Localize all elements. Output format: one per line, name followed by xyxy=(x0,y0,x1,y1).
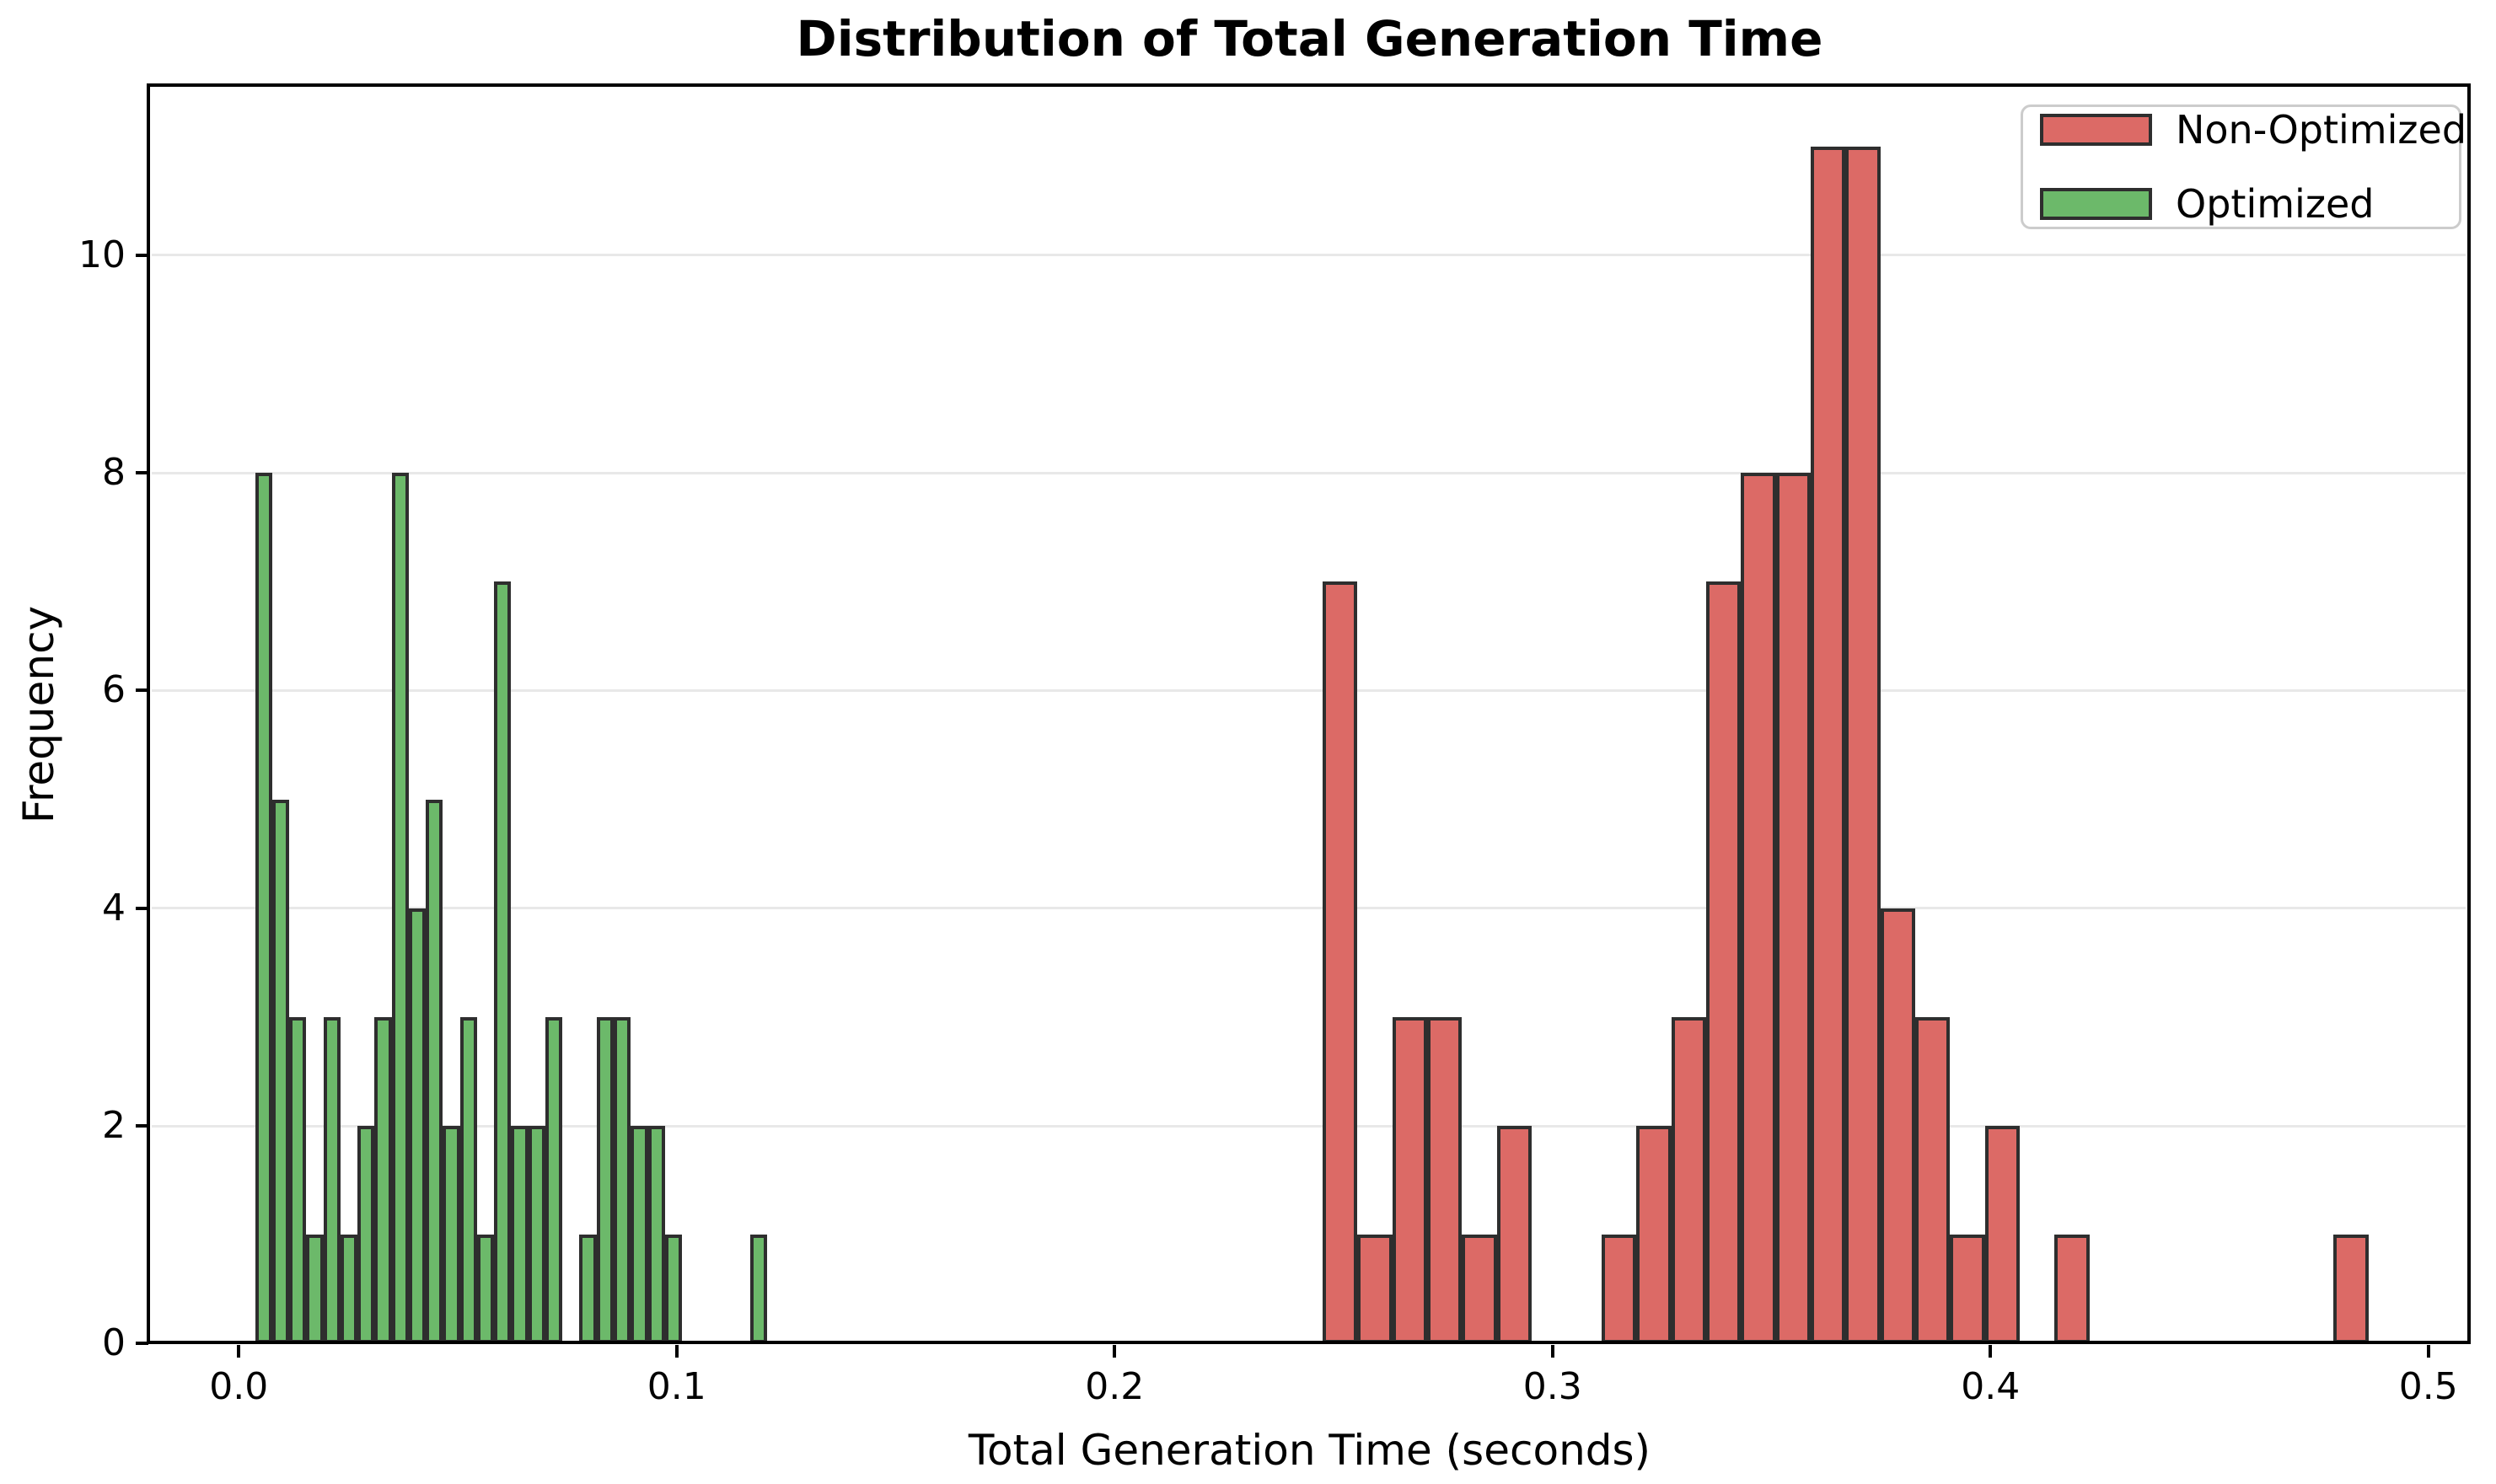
histogram-bar xyxy=(2054,1235,2090,1344)
histogram-bar xyxy=(443,1126,460,1344)
histogram-bar xyxy=(596,1016,614,1344)
x-tick-mark-0.2 xyxy=(1113,1345,1117,1358)
histogram-bar xyxy=(357,1126,375,1344)
histogram-bar xyxy=(1427,1016,1463,1344)
histogram-bar xyxy=(631,1126,648,1344)
histogram-bar xyxy=(1741,473,1776,1344)
histogram-bar xyxy=(323,1016,341,1344)
x-tick-label: 0.1 xyxy=(647,1365,706,1408)
histogram-bar xyxy=(476,1235,495,1344)
gridline-y-10 xyxy=(152,254,2466,257)
gridline-y-4 xyxy=(152,907,2466,910)
gridline-y-6 xyxy=(152,688,2466,692)
x-tick-mark-0.4 xyxy=(1989,1345,1993,1358)
chart-title: Distribution of Total Generation Time xyxy=(796,10,1823,67)
histogram-bar xyxy=(408,908,427,1344)
histogram-bar xyxy=(1323,581,1358,1344)
histogram-bar xyxy=(1357,1235,1393,1344)
histogram-bar xyxy=(1496,1126,1532,1344)
histogram-bar xyxy=(528,1126,545,1344)
histogram-bar xyxy=(1984,1126,2021,1344)
y-tick-label: 10 xyxy=(78,233,126,276)
y-tick-mark-6 xyxy=(136,688,148,693)
y-tick-label: 4 xyxy=(102,886,126,930)
histogram-bar xyxy=(1775,473,1811,1344)
histogram-bar xyxy=(255,473,272,1344)
histogram-bar xyxy=(579,1235,597,1344)
x-tick-label: 0.0 xyxy=(209,1365,269,1408)
gridline-y-8 xyxy=(152,471,2466,474)
histogram-bar xyxy=(1705,581,1742,1344)
y-tick-mark-4 xyxy=(136,906,148,910)
histogram-bar xyxy=(750,1235,768,1344)
x-tick-label: 0.4 xyxy=(1961,1365,2021,1408)
gridline-y-2 xyxy=(152,1124,2466,1128)
y-tick-mark-10 xyxy=(136,253,148,257)
legend-entry-optimized: Optimized xyxy=(2040,181,2459,227)
histogram-bar xyxy=(1950,1235,1985,1344)
y-tick-label: 2 xyxy=(102,1104,126,1147)
legend-label-optimized: Optimized xyxy=(2176,181,2375,227)
histogram-bar xyxy=(306,1235,324,1344)
x-tick-mark-0.3 xyxy=(1550,1345,1554,1358)
histogram-bar xyxy=(2333,1235,2369,1344)
x-tick-label: 0.2 xyxy=(1085,1365,1145,1408)
histogram-bar xyxy=(545,1016,563,1344)
histogram-bar xyxy=(1671,1016,1706,1344)
x-axis-label: Total Generation Time (seconds) xyxy=(968,1426,1651,1475)
x-tick-mark-0.5 xyxy=(2426,1345,2430,1358)
x-tick-label: 0.3 xyxy=(1522,1365,1582,1408)
histogram-bar xyxy=(1810,146,1846,1344)
histogram-bar xyxy=(340,1235,358,1344)
histogram-bar xyxy=(647,1126,665,1344)
legend-swatch-optimized xyxy=(2040,188,2152,220)
histogram-bar xyxy=(1915,1016,1951,1344)
x-tick-mark-0.0 xyxy=(237,1345,241,1358)
histogram-bar xyxy=(1601,1235,1637,1344)
y-tick-mark-0 xyxy=(136,1342,148,1346)
legend: Non-Optimized Optimized xyxy=(2021,104,2466,229)
legend-swatch-non-optimized xyxy=(2040,114,2152,146)
histogram-bar xyxy=(374,1016,392,1344)
histogram-bar xyxy=(613,1016,631,1344)
histogram-bar xyxy=(459,1016,477,1344)
histogram-bar xyxy=(271,799,290,1344)
histogram-bar xyxy=(289,1016,307,1344)
legend-label-non-optimized: Non-Optimized xyxy=(2176,107,2467,153)
y-axis-label: Frequency xyxy=(14,605,63,824)
histogram-bar xyxy=(511,1126,529,1344)
x-tick-mark-0.1 xyxy=(674,1345,679,1358)
histogram-bar xyxy=(1462,1235,1497,1344)
y-tick-mark-8 xyxy=(136,471,148,475)
histogram-bar xyxy=(494,581,512,1344)
histogram-bar xyxy=(426,799,443,1344)
histogram-bar xyxy=(1845,146,1881,1344)
x-tick-label: 0.5 xyxy=(2398,1365,2458,1408)
y-tick-label: 6 xyxy=(102,668,126,712)
histogram-bar xyxy=(1636,1126,1672,1344)
legend-entry-non-optimized: Non-Optimized xyxy=(2040,107,2466,153)
histogram-bar xyxy=(664,1235,683,1344)
y-tick-mark-2 xyxy=(136,1124,148,1128)
histogram-bar xyxy=(1880,908,1916,1344)
y-tick-label: 8 xyxy=(102,451,126,495)
histogram-bar xyxy=(1392,1016,1428,1344)
histogram-bar xyxy=(391,473,409,1344)
y-tick-label: 0 xyxy=(102,1321,126,1365)
